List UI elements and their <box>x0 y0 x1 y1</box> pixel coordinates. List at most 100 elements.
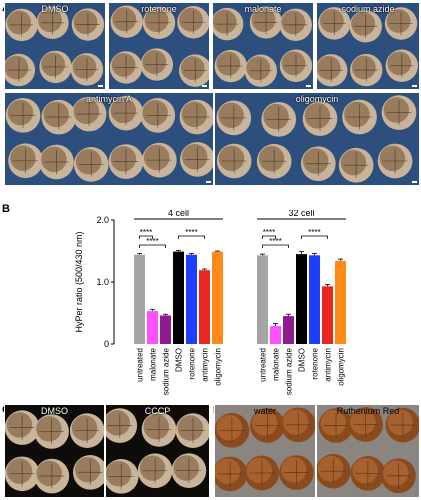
embryo <box>216 100 252 136</box>
embryo <box>385 407 419 443</box>
bar <box>173 251 184 344</box>
bar <box>257 255 268 344</box>
embryo <box>171 453 207 488</box>
significance-label: **** <box>263 228 275 237</box>
embryo <box>180 142 213 177</box>
panel-letter-b: B <box>2 203 10 215</box>
embryo <box>140 98 176 133</box>
significance-label: **** <box>140 228 152 237</box>
embryo <box>250 408 285 443</box>
bar <box>335 260 346 344</box>
embryo <box>5 456 40 492</box>
photo-label: antimycin A <box>85 94 133 104</box>
embryo <box>300 146 336 182</box>
category-label: untreated <box>259 348 268 382</box>
embryo <box>106 459 139 494</box>
embryo <box>338 147 374 183</box>
group-label: 4 cell <box>168 210 189 218</box>
category-label: rotenone <box>188 347 197 379</box>
category-label: DMSO <box>175 348 184 372</box>
y-axis-label: HyPer ratio (500/430 nm) <box>74 231 84 332</box>
photo-label: Ruthenium Red <box>336 406 400 416</box>
embryo <box>177 6 209 39</box>
photo-malonate: malonate <box>212 2 314 90</box>
embryo <box>137 453 173 489</box>
embryo <box>108 95 144 131</box>
embryo <box>175 413 209 448</box>
photo-rotenone: rotenone <box>108 2 210 90</box>
embryo <box>216 143 252 179</box>
embryo <box>36 6 69 40</box>
significance-bracket <box>262 244 289 248</box>
bar <box>134 254 145 344</box>
significance-label: **** <box>185 228 197 237</box>
photo-label: rotenone <box>141 4 177 14</box>
group-label: 32 cell <box>288 210 314 218</box>
photo-label: CCCP <box>144 406 171 416</box>
embryo <box>179 54 209 87</box>
bar <box>147 311 158 344</box>
scale-bar <box>306 85 311 87</box>
embryo <box>106 408 138 443</box>
embryo <box>71 8 105 41</box>
bar <box>309 255 320 344</box>
photo-c-cccp: CCCP <box>105 404 210 498</box>
category-label: DMSO <box>298 348 307 372</box>
category-label: sodium azide <box>285 347 294 395</box>
embryo <box>381 95 417 130</box>
embryo <box>349 10 382 43</box>
bar <box>186 254 197 344</box>
bar <box>270 326 281 344</box>
embryo <box>71 96 107 132</box>
embryo <box>350 456 386 491</box>
embryo <box>342 99 377 135</box>
embryo <box>215 456 248 492</box>
photo-oligomycin: oligomycin <box>214 92 420 186</box>
photo-label: water <box>253 406 276 416</box>
embryo <box>5 8 38 42</box>
significance-label: **** <box>146 237 158 246</box>
category-label: rotenone <box>311 347 320 379</box>
embryo <box>5 410 40 445</box>
embryo <box>142 6 176 39</box>
embryo <box>279 8 313 42</box>
embryo <box>140 48 174 81</box>
significance-label: **** <box>308 228 320 237</box>
category-label: malonate <box>272 347 281 380</box>
photo-d-ruthenium-red: Ruthenium Red <box>316 404 420 498</box>
bar <box>283 316 294 344</box>
photo-d-water: water <box>214 404 316 498</box>
scale-bar <box>206 181 211 183</box>
photo-label: DMSO <box>41 406 68 416</box>
photo-antimycin-a: antimycin A <box>4 92 214 186</box>
embryo <box>41 99 77 135</box>
embryo <box>280 407 315 443</box>
embryo <box>261 101 297 137</box>
category-label: antimycin <box>201 348 210 382</box>
embryo <box>72 454 104 490</box>
scale-bar <box>98 85 103 87</box>
significance-bracket <box>262 235 276 239</box>
embryo <box>5 97 41 133</box>
photo-label: malonate <box>244 4 282 14</box>
scale-bar <box>412 181 417 183</box>
photo-c-dmso: DMSO <box>4 404 105 498</box>
embryo <box>244 455 280 491</box>
bar <box>322 286 333 344</box>
bar <box>296 254 307 344</box>
photo-label: DMSO <box>41 4 69 14</box>
y-tick-label: 2.0 <box>96 215 109 225</box>
embryo <box>70 53 104 86</box>
embryo <box>348 407 383 442</box>
bar <box>212 251 223 344</box>
significance-label: **** <box>269 237 281 246</box>
category-label: antimycin <box>324 348 333 382</box>
significance-bracket <box>178 235 205 239</box>
significance-bracket <box>139 244 166 248</box>
embryo <box>141 412 177 447</box>
category-label: sodium azide <box>162 347 171 395</box>
embryo <box>350 53 383 87</box>
embryo <box>244 54 278 87</box>
significance-bracket <box>139 235 153 239</box>
photo-dmso: DMSO <box>4 2 106 90</box>
